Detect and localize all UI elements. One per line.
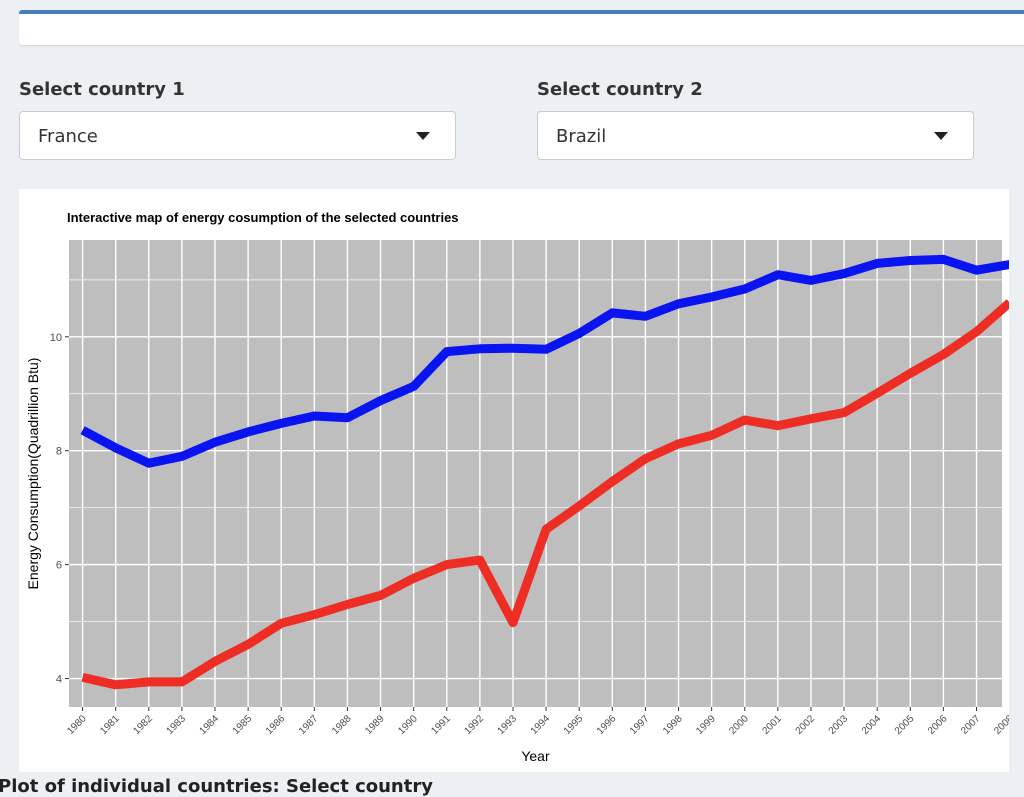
x-tick-label: 1988 bbox=[330, 713, 354, 737]
x-tick-label: 1987 bbox=[297, 713, 321, 737]
y-axis-label: Energy Consumption(Quadrillion Btu) bbox=[25, 358, 41, 590]
top-panel bbox=[19, 10, 1024, 45]
y-tick-label: 8 bbox=[56, 446, 62, 458]
country1-label: Select country 1 bbox=[19, 79, 185, 100]
x-tick-label: 1980 bbox=[65, 713, 89, 737]
x-tick-label: 2005 bbox=[893, 713, 917, 737]
x-tick-label: 1994 bbox=[529, 713, 553, 737]
x-tick-label: 2000 bbox=[727, 713, 751, 737]
x-tick-label: 1998 bbox=[661, 713, 685, 737]
x-tick-label: 1989 bbox=[363, 713, 387, 737]
x-tick-label: 2007 bbox=[959, 713, 983, 737]
x-tick-label: 2003 bbox=[827, 713, 851, 737]
y-tick-label: 6 bbox=[56, 560, 62, 572]
country1-selected-value: France bbox=[38, 126, 98, 147]
x-tick-label: 2006 bbox=[926, 713, 950, 737]
x-tick-label: 1982 bbox=[131, 713, 155, 737]
x-tick-label: 1986 bbox=[264, 713, 288, 737]
plot-panel bbox=[69, 240, 1002, 707]
y-tick-label: 4 bbox=[56, 674, 62, 686]
x-tick-label: 1991 bbox=[429, 713, 453, 737]
x-tick-label: 1995 bbox=[562, 713, 586, 737]
series-line-1 bbox=[80, 254, 1009, 468]
series-line-2 bbox=[81, 299, 1009, 690]
country2-select[interactable]: Brazil bbox=[537, 111, 974, 160]
x-tick-label: 1996 bbox=[595, 713, 619, 737]
x-tick-label: 2002 bbox=[794, 713, 818, 737]
energy-line-chart: 4 6 8 10 1980 1981 1982 1983 1984 1985 1986 1987 198… bbox=[25, 210, 1009, 764]
x-tick-label: 1983 bbox=[165, 713, 189, 737]
dropdown-caret-icon bbox=[416, 132, 430, 140]
x-tick-label: 2004 bbox=[860, 713, 884, 737]
y-tick-label: 10 bbox=[50, 332, 62, 344]
individual-plot-heading: Plot of individual countries: Select cou… bbox=[0, 776, 433, 797]
x-tick-label: 1984 bbox=[198, 713, 222, 737]
x-tick-label: 1990 bbox=[396, 713, 420, 737]
country2-label: Select country 2 bbox=[537, 79, 703, 100]
chart-title: Interactive map of energy cosumption of … bbox=[67, 210, 459, 225]
x-tick-label: 1997 bbox=[628, 713, 652, 737]
x-tick-label: 2001 bbox=[760, 713, 784, 737]
x-tick-label: 1981 bbox=[98, 713, 122, 737]
x-tick-label: 1985 bbox=[231, 713, 255, 737]
x-tick-label: 1992 bbox=[462, 713, 486, 737]
x-tick-label: 2008 bbox=[992, 713, 1009, 737]
country2-selected-value: Brazil bbox=[556, 126, 607, 147]
plot-card: 4 6 8 10 1980 1981 1982 1983 1984 1985 1986 1987 198… bbox=[19, 189, 1009, 772]
x-tick-label: 1999 bbox=[694, 713, 718, 737]
dropdown-caret-icon bbox=[934, 132, 948, 140]
x-tick-label: 1993 bbox=[496, 713, 520, 737]
x-axis-label: Year bbox=[521, 748, 550, 764]
country1-select[interactable]: France bbox=[19, 111, 456, 160]
